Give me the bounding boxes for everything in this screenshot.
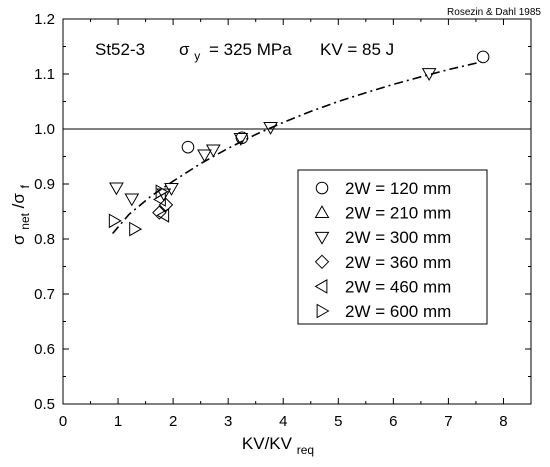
sigma-symbol: σ (179, 40, 190, 59)
y-tick-label: 1.2 (34, 11, 55, 28)
y-tick-label: 1.1 (34, 66, 55, 83)
credit-text: Rosezin & Dahl 1985 (447, 7, 541, 18)
x-tick-label: 7 (444, 413, 452, 430)
x-tick-label: 2 (169, 413, 177, 430)
data-point-triangle-down (263, 121, 278, 135)
yield-value: = 325 MPa (209, 40, 292, 59)
y-axis-label-sub-f: f (18, 184, 32, 188)
annotation-material-text: St52-3 (95, 40, 145, 59)
x-tick-label: 6 (389, 413, 397, 430)
data-point-triangle-left (156, 207, 170, 223)
y-axis-label-slash: /σ (9, 193, 28, 209)
annotation-material: St52-3 (95, 40, 145, 59)
y-axis-label: σ net /σ f (9, 184, 33, 245)
legend-marker-triangle-right (316, 303, 330, 319)
data-point-triangle-right (129, 221, 143, 237)
legend-marker-triangle-left (314, 279, 328, 294)
data-point-circle (181, 140, 195, 154)
x-axis-label-sub: req (297, 443, 314, 457)
legend-label: 2W = 460 mm (345, 277, 451, 296)
legend-label: 2W = 360 mm (345, 253, 451, 272)
x-tick-label: 5 (334, 413, 342, 430)
y-tick-label: 0.9 (34, 176, 55, 193)
data-points (108, 50, 490, 237)
data-point-circle (476, 50, 490, 64)
y-axis: 0.5 0.6 0.7 0.8 0.9 1.0 1.1 1.2 (34, 11, 531, 413)
legend-marker-triangle-up (314, 205, 330, 218)
x-axis-label: KV/KV req (242, 434, 314, 457)
data-point-diamond (152, 205, 167, 220)
legend-label: 2W = 600 mm (345, 302, 451, 321)
legend-label: 2W = 300 mm (345, 228, 451, 247)
data-point-triangle-right (108, 213, 122, 229)
y-tick-label: 0.6 (34, 341, 55, 358)
x-tick-label: 1 (114, 413, 122, 430)
annotation-yield: σ y = 325 MPa (179, 40, 292, 64)
data-point-diamond (158, 197, 174, 213)
data-point-triangle-down (197, 149, 212, 163)
data-point-triangle-down (421, 68, 437, 81)
annotation-kv: KV = 85 J (320, 40, 394, 59)
x-tick-label: 4 (279, 413, 287, 430)
y-tick-label: 0.5 (34, 396, 55, 413)
legend-label: 2W = 120 mm (345, 179, 451, 198)
legend-marker-diamond (314, 254, 330, 270)
legend-label: 2W = 210 mm (345, 204, 451, 223)
data-point-triangle-down (205, 144, 221, 158)
y-axis-label-sub-net: net (18, 212, 32, 229)
y-tick-label: 0.7 (34, 286, 55, 303)
legend-box (297, 169, 488, 325)
x-tick-label: 0 (59, 413, 67, 430)
y-axis-label-sigma: σ (9, 234, 28, 245)
data-point-triangle-right (155, 184, 169, 200)
legend-marker-circle (315, 181, 329, 195)
y-tick-label: 1.0 (34, 121, 55, 138)
sigma-subscript: y (194, 49, 200, 63)
data-point-triangle-down (109, 182, 124, 196)
data-point-triangle-down (233, 132, 249, 146)
legend: 2W = 120 mm 2W = 210 mm 2W = 300 mm 2W = 36… (297, 169, 488, 325)
x-axis: 0 1 2 3 4 5 6 7 8 (59, 19, 508, 430)
data-point-triangle-down (124, 193, 140, 207)
x-tick-label: 3 (224, 413, 232, 430)
legend-entries: 2W = 120 mm 2W = 210 mm 2W = 300 mm 2W = 36… (314, 179, 451, 321)
y-tick-label: 0.8 (34, 231, 55, 248)
legend-marker-triangle-down (314, 231, 330, 245)
x-tick-label: 8 (499, 413, 507, 430)
x-axis-label-main: KV/KV (242, 434, 293, 453)
data-point-triangle-down (164, 183, 179, 196)
